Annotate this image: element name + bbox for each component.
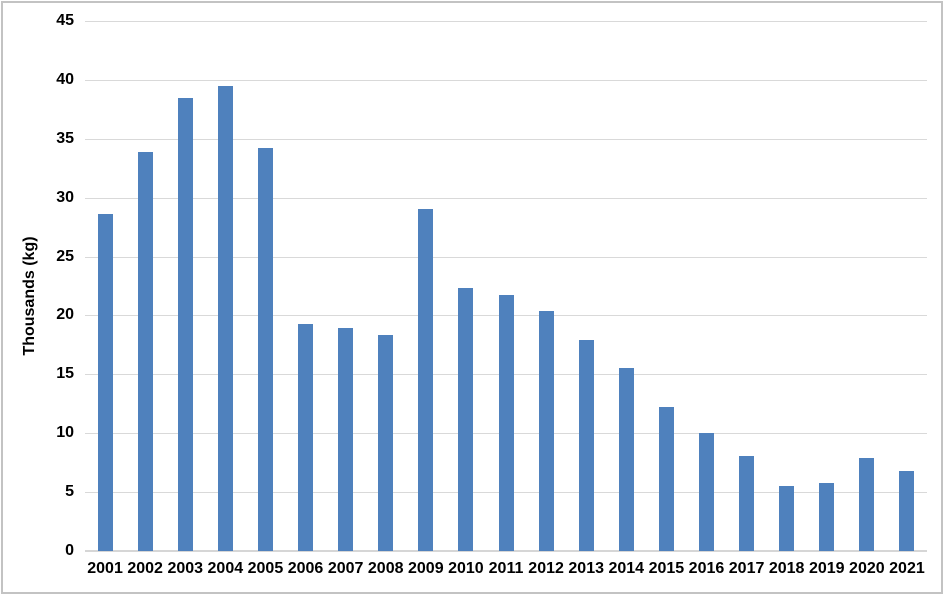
x-tick-2004: 2004 bbox=[207, 560, 244, 577]
bar-2003 bbox=[177, 97, 193, 551]
bar-2014 bbox=[618, 368, 634, 551]
x-axis-line bbox=[85, 550, 927, 552]
x-tick-2002: 2002 bbox=[127, 560, 163, 577]
x-tick-2021: 2021 bbox=[889, 560, 925, 577]
bar-2004 bbox=[217, 85, 233, 551]
gridline-30 bbox=[85, 197, 927, 199]
y-tick-40: 40 bbox=[56, 70, 74, 88]
bar-2017 bbox=[739, 455, 755, 551]
x-tick-2019: 2019 bbox=[808, 560, 845, 577]
x-tick-2001: 2001 bbox=[87, 560, 123, 577]
x-tick-2020: 2020 bbox=[849, 560, 885, 577]
bar-2005 bbox=[257, 148, 273, 551]
x-tick-2005: 2005 bbox=[247, 560, 284, 577]
y-axis-tick-labels: 0 5 10 15 20 25 30 35 40 45 bbox=[0, 0, 74, 598]
gridline-25 bbox=[85, 256, 927, 258]
bar-2019 bbox=[819, 482, 835, 551]
bar-2001 bbox=[97, 214, 113, 551]
x-tick-2016: 2016 bbox=[688, 560, 725, 577]
bar-2010 bbox=[458, 288, 474, 551]
gridline-45 bbox=[85, 21, 927, 22]
y-tick-35: 35 bbox=[56, 129, 74, 147]
bar-2015 bbox=[658, 407, 674, 551]
bar-2020 bbox=[859, 457, 875, 551]
x-tick-2015: 2015 bbox=[648, 560, 685, 577]
bar-2008 bbox=[378, 335, 394, 551]
y-tick-30: 30 bbox=[56, 188, 74, 206]
gridline-35 bbox=[85, 138, 927, 140]
bar-2007 bbox=[338, 328, 354, 551]
bar-2009 bbox=[418, 209, 434, 551]
y-tick-20: 20 bbox=[56, 306, 74, 324]
x-tick-2010: 2010 bbox=[448, 560, 484, 577]
bar-2013 bbox=[578, 340, 594, 551]
y-tick-0: 0 bbox=[65, 542, 74, 559]
y-tick-25: 25 bbox=[56, 247, 74, 265]
y-tick-15: 15 bbox=[56, 365, 74, 383]
bar-2002 bbox=[137, 151, 153, 551]
x-tick-2018: 2018 bbox=[768, 560, 805, 577]
y-tick-5: 5 bbox=[65, 483, 74, 501]
x-tick-2013: 2013 bbox=[568, 560, 604, 577]
x-tick-2006: 2006 bbox=[287, 560, 324, 577]
bar-2021 bbox=[899, 470, 915, 551]
x-tick-2009: 2009 bbox=[408, 560, 444, 577]
x-tick-2008: 2008 bbox=[367, 560, 404, 577]
bar-2016 bbox=[698, 433, 714, 551]
y-tick-45: 45 bbox=[56, 12, 74, 29]
y-tick-10: 10 bbox=[56, 424, 74, 442]
x-tick-2007: 2007 bbox=[327, 560, 364, 577]
x-tick-2011: 2011 bbox=[488, 560, 524, 577]
x-axis-tick-labels: 2001 2002 2003 2004 2005 2006 2007 2008 2009 2010… bbox=[85, 560, 927, 582]
x-tick-2014: 2014 bbox=[608, 560, 645, 577]
x-tick-2017: 2017 bbox=[728, 560, 765, 577]
plot-area bbox=[85, 21, 927, 552]
x-tick-2012: 2012 bbox=[528, 560, 564, 577]
x-tick-2003: 2003 bbox=[167, 560, 204, 577]
bar-2011 bbox=[498, 295, 514, 551]
gridline-40 bbox=[85, 79, 927, 81]
bar-2018 bbox=[779, 486, 795, 551]
bar-2006 bbox=[298, 323, 314, 551]
bar-2012 bbox=[538, 310, 554, 551]
